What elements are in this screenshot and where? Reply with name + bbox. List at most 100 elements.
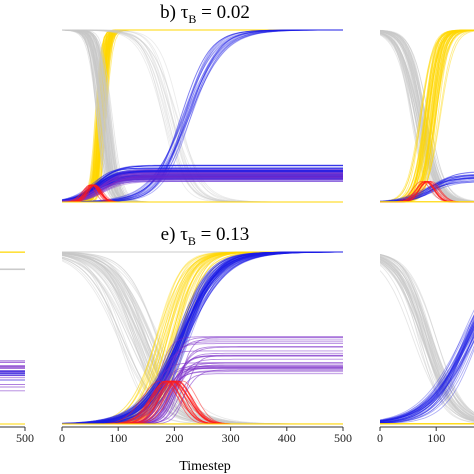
- panel-b-series-5-line-3: [62, 172, 343, 202]
- panel-b-series-4-line-0: [62, 170, 343, 202]
- panel-f-series-0-line-21: [380, 254, 474, 421]
- panel-c-series-1-line-22: [380, 29, 474, 203]
- panel-b-series-4-line-3: [62, 171, 343, 202]
- panel-c-series-0-line-21: [380, 32, 474, 203]
- panel-f-series-0-line-19: [380, 260, 474, 416]
- panel-b-series-4-line-5: [62, 170, 343, 202]
- panel-c-series-0-line-5: [380, 31, 474, 203]
- panel-b-series-0-line-68: [62, 29, 343, 203]
- panel-b-series-0-line-43: [62, 29, 343, 203]
- panel-f-series-1-line-27: [380, 321, 474, 422]
- panel-b-series-0-line-31: [62, 29, 343, 203]
- x-axis-title: Timestep: [179, 459, 231, 474]
- panel-e-series-3-line-6: [62, 251, 343, 425]
- panel-f-series-0-line-25: [380, 258, 474, 416]
- panel-b-series-5-line-27: [62, 168, 343, 202]
- panel-b-series-5-line-21: [62, 174, 343, 202]
- panel-e-series-3-line-7: [62, 251, 343, 424]
- panel-b-series-0-line-29: [62, 29, 343, 203]
- panel-b-series-4-line-25: [62, 171, 343, 202]
- panel-e-series-3-line-36: [62, 251, 343, 425]
- panel-b-series-0-line-1: [62, 29, 343, 203]
- panel-c-series-3-line-11: [380, 180, 474, 203]
- panel-e-series-3-line-5: [62, 251, 343, 425]
- panel-b-series-3-line-8: [62, 29, 343, 203]
- panel-e-series-3-line-29: [62, 251, 343, 425]
- panel-b-series-0-line-4: [62, 29, 343, 203]
- panel-b-title: b) τB = 0.02: [160, 2, 250, 26]
- panel-c-series-1-line-35: [380, 29, 474, 203]
- panel-b-series-5-line-13: [62, 173, 343, 202]
- panel-e-series-3-line-21: [62, 251, 343, 425]
- panel-f-series-0-line-27: [380, 259, 474, 419]
- panel-c-series-1-line-39: [380, 29, 474, 203]
- panel-e-series-3-line-8: [62, 251, 343, 424]
- panel-b-series-0-line-55: [62, 29, 343, 203]
- panel-b-series-0-line-50: [62, 29, 343, 203]
- panel-b-series-4-line-37: [62, 177, 343, 202]
- panel-f-series-1-line-8: [380, 332, 474, 423]
- panel-e-series-3-line-64: [62, 251, 343, 424]
- panel-b-series-0-line-17: [62, 29, 343, 203]
- panel-b-series-0-line-44: [62, 29, 343, 203]
- panel-c-series-3-line-10: [380, 181, 474, 203]
- panel-b-series-4-line-39: [62, 176, 343, 202]
- panel-f-series-1-line-11: [380, 338, 474, 424]
- panel-b-series-0-line-62: [62, 29, 343, 203]
- panel-c-series-1-line-12: [380, 29, 474, 203]
- panel-e-x-tick-label: 500: [334, 431, 352, 445]
- panel-b-series-0-line-13: [62, 29, 343, 203]
- panel-c-series-0-line-19: [380, 30, 474, 203]
- panel-f-series-0-line-37: [380, 257, 474, 421]
- panel-b-series-0-line-24: [62, 29, 343, 203]
- panel-c-series-1-line-14: [380, 29, 474, 203]
- panel-e-series-2-line-22: [62, 251, 343, 425]
- panel-f-series-0-line-15: [380, 254, 474, 414]
- panel-b-series-0-line-69: [62, 29, 343, 203]
- panel-c-series-2-line-1: [380, 174, 474, 203]
- panel-e-title: e) τB = 0.13: [161, 224, 250, 248]
- panel-e-series-3-line-27: [62, 251, 343, 425]
- panel-c-series-0-line-16: [380, 34, 474, 203]
- panel-f-series-0-line-9: [380, 258, 474, 418]
- panel-b-series-0-line-47: [62, 29, 343, 203]
- panel-f-series-1-line-26: [380, 320, 474, 424]
- panel-f-series-1-line-39: [380, 321, 474, 422]
- panel-f-series-1-line-38: [380, 335, 474, 422]
- panel-b-series-5-line-24: [62, 172, 343, 203]
- panel-b-series-4-line-7: [62, 168, 343, 201]
- panel-b-series-4-line-30: [62, 174, 343, 202]
- panel-e-series-3-line-58: [62, 251, 343, 425]
- panel-e-series-4-line-13: [62, 336, 343, 425]
- panel-c-series-1-line-25: [380, 29, 474, 203]
- panel-b-series-4-line-58: [62, 168, 343, 201]
- panel-e-series-3-line-31: [62, 251, 343, 424]
- panel-c-series-1-line-18: [380, 29, 474, 203]
- panel-b-series-4-line-23: [62, 175, 343, 202]
- panel-f-plot: [380, 253, 474, 425]
- panel-f-series-1-line-2: [380, 315, 474, 421]
- panel-e-series-2-line-0: [62, 251, 343, 425]
- panel-c-series-1-line-31: [380, 29, 474, 203]
- panel-e-series-2-line-37: [62, 251, 343, 425]
- panel-b-series-0-line-18: [62, 29, 343, 203]
- panel-c-series-0-line-9: [380, 30, 474, 203]
- panel-b-series-4-line-60: [62, 175, 343, 202]
- panel-b-series-0-line-66: [62, 29, 343, 203]
- panel-b-series-0-line-9: [62, 29, 343, 203]
- panel-f-series-1-line-18: [380, 314, 474, 424]
- panel-c-series-1-line-4: [380, 29, 474, 203]
- panel-c-series-1-line-5: [380, 29, 474, 203]
- panel-f-series-1-line-29: [380, 345, 474, 424]
- panel-b-series-0-line-11: [62, 29, 343, 203]
- panel-f-series-0-line-16: [380, 256, 474, 415]
- panel-b-series-5-line-8: [62, 173, 343, 202]
- panel-c-series-0-line-44: [380, 30, 474, 203]
- panel-b-series-0-line-25: [62, 29, 343, 203]
- panel-b-series-5-line-11: [62, 173, 343, 202]
- panel-b-series-5-line-25: [62, 181, 343, 203]
- panel-f-series-0-line-2: [380, 262, 474, 419]
- panel-f-series-1-line-23: [380, 309, 474, 423]
- panel-c-series-0-line-40: [380, 32, 474, 202]
- panel-c-series-0-line-28: [380, 30, 474, 203]
